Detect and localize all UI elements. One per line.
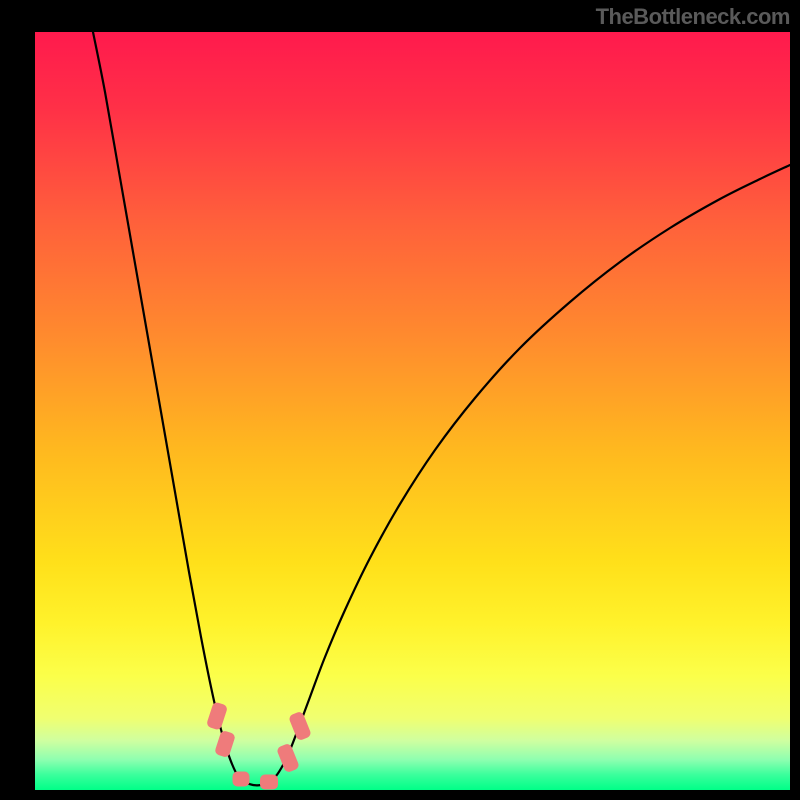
plot-area (35, 32, 790, 790)
v-curve-path (93, 32, 790, 785)
data-marker (260, 775, 278, 790)
chart-canvas: TheBottleneck.com (0, 0, 800, 800)
attribution-text: TheBottleneck.com (596, 4, 790, 30)
data-marker (233, 772, 250, 787)
curve-svg (35, 32, 790, 790)
